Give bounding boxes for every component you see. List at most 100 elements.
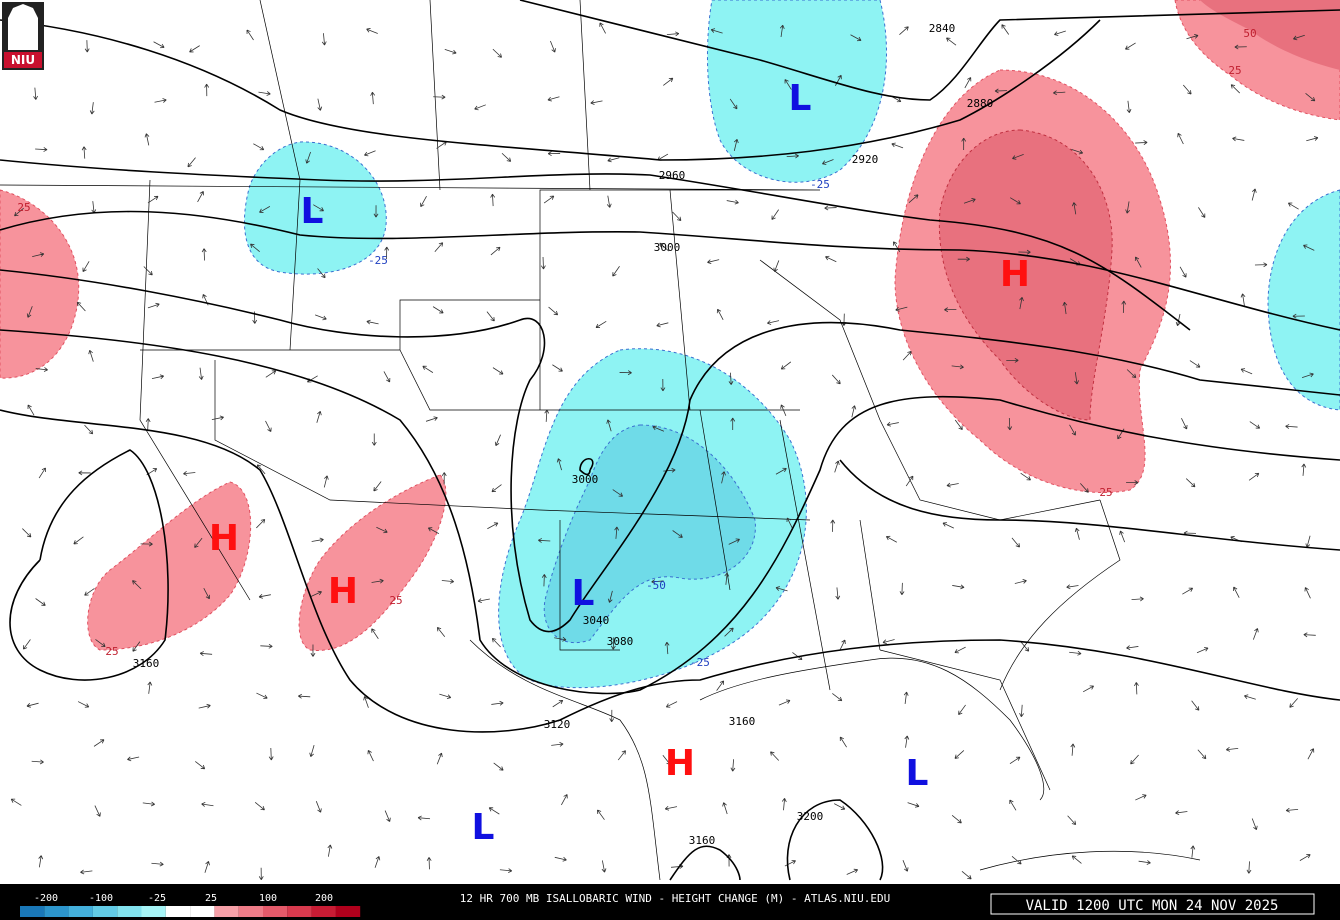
wind-arrow [265, 370, 277, 378]
wind-arrow [1135, 140, 1148, 145]
wind-arrow [784, 859, 796, 867]
wind-arrow [954, 750, 965, 759]
wind-arrow [1074, 527, 1080, 540]
wind-arrow [1181, 418, 1188, 430]
wind-arrow [994, 88, 1008, 94]
wind-arrow [1240, 293, 1246, 306]
change-label: -25 [810, 178, 830, 191]
wind-arrow [1175, 313, 1181, 327]
wind-arrow [1197, 749, 1207, 760]
wind-arrow [376, 526, 388, 534]
wind-arrow [265, 420, 272, 432]
wind-arrow [127, 756, 140, 762]
contour-label: 3160 [729, 715, 756, 728]
wind-arrow [882, 639, 895, 645]
wind-arrow [885, 535, 897, 543]
pressure-center: L [789, 78, 812, 119]
wind-arrow [944, 307, 957, 313]
wind-arrow [140, 541, 153, 547]
wind-arrow [422, 365, 434, 373]
contour-label: 2920 [852, 153, 879, 166]
wind-arrow [201, 802, 214, 807]
wind-arrow [1067, 815, 1077, 826]
legend-swatch [335, 906, 361, 917]
wind-arrow [908, 194, 919, 203]
contour-label: 3200 [797, 810, 824, 823]
rise-area [298, 474, 447, 651]
wind-arrow [1009, 799, 1017, 811]
wind-arrow [1252, 628, 1259, 640]
wind-arrow [494, 434, 501, 447]
wind-arrow [775, 586, 788, 592]
wind-arrow [1135, 794, 1147, 801]
change-label: 25 [1099, 486, 1112, 499]
wind-arrow [1134, 682, 1139, 695]
wind-arrow [366, 28, 378, 34]
wind-arrow [374, 856, 381, 868]
contour-label: 3120 [544, 718, 571, 731]
valid-time: VALID 1200 UTC MON 24 NOV 2025 [1026, 898, 1279, 914]
wind-arrow [258, 867, 264, 881]
wind-arrow [541, 574, 547, 587]
wind-arrow [371, 628, 379, 639]
wind-arrow [551, 741, 564, 747]
wind-arrow [835, 74, 842, 86]
wind-arrow [84, 40, 90, 53]
contour-label: 3000 [654, 241, 681, 254]
wind-arrow [1292, 313, 1305, 319]
wind-arrow [606, 419, 612, 432]
wind-arrow [902, 350, 912, 361]
wind-arrow [367, 749, 374, 762]
wind-arrow [946, 37, 957, 46]
wind-arrow [310, 590, 322, 598]
wind-arrow [321, 33, 327, 46]
pressure-center: H [209, 518, 239, 559]
change-label: 50 [1243, 27, 1256, 40]
wind-arrow [1182, 587, 1194, 595]
wind-arrow [254, 802, 265, 811]
wind-arrow [963, 198, 976, 204]
wind-arrow [964, 77, 972, 89]
wind-arrow [1175, 810, 1188, 816]
wind-arrow [1285, 424, 1298, 429]
wind-arrow [1306, 136, 1319, 142]
wind-arrow [544, 409, 550, 422]
wind-arrow [487, 522, 499, 530]
wind-arrow [1198, 207, 1206, 218]
wind-arrow [614, 526, 620, 539]
wind-arrow [722, 802, 728, 815]
wind-arrow [256, 518, 266, 529]
wind-arrow [1082, 685, 1095, 693]
wind-arrow [151, 861, 164, 867]
wind-arrow [211, 415, 224, 421]
wind-arrow [1246, 861, 1252, 874]
wind-arrow [617, 750, 626, 761]
wind-arrow [258, 91, 271, 96]
pressure-center: L [472, 807, 495, 848]
wind-arrow [595, 320, 607, 329]
wind-arrow [314, 314, 327, 321]
wind-arrow [547, 151, 561, 157]
wind-arrow [35, 147, 48, 152]
wind-arrow [716, 308, 724, 320]
legend-swatch [287, 906, 312, 917]
wind-arrow [951, 815, 962, 824]
wind-arrow [958, 704, 966, 716]
wind-arrow [94, 805, 101, 817]
wind-arrow [561, 794, 568, 806]
wind-arrow [132, 580, 142, 590]
wind-arrow [1307, 748, 1315, 760]
wind-arrow [850, 34, 862, 42]
wind-arrow [831, 374, 841, 385]
wind-arrow [89, 102, 95, 115]
wind-arrow [662, 754, 671, 766]
wind-arrow [253, 143, 265, 151]
wind-arrow [665, 701, 678, 708]
wind-arrow [142, 801, 155, 807]
wind-arrow [707, 259, 720, 265]
change-label: -50 [646, 579, 666, 592]
wind-arrow [905, 475, 914, 487]
wind-arrow [839, 639, 846, 651]
wind-arrow [373, 205, 379, 218]
wind-arrow [899, 26, 909, 36]
